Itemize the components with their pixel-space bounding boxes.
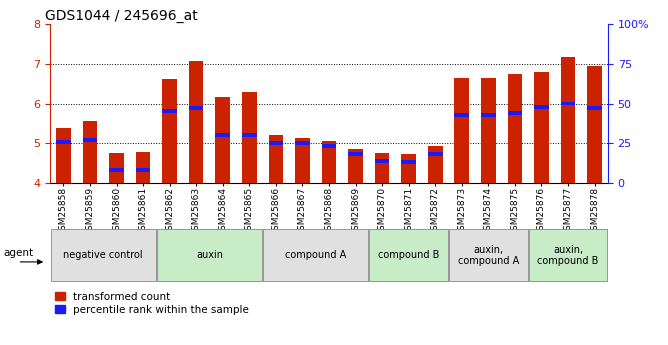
Bar [83, 121, 98, 183]
Text: auxin,
compound B: auxin, compound B [537, 245, 599, 266]
Bar [348, 149, 363, 183]
Bar [322, 144, 336, 148]
Bar [322, 141, 336, 183]
Bar [216, 97, 230, 183]
Bar [162, 109, 177, 114]
Bar [162, 79, 177, 183]
Text: negative control: negative control [63, 250, 143, 260]
Text: GDS1044 / 245696_at: GDS1044 / 245696_at [45, 9, 197, 23]
Text: auxin,
compound A: auxin, compound A [458, 245, 519, 266]
Bar [56, 140, 71, 144]
Bar [216, 133, 230, 137]
Bar [51, 229, 156, 281]
Bar [534, 105, 549, 109]
Bar [136, 168, 150, 172]
Bar [401, 154, 416, 183]
Bar [295, 141, 310, 145]
Bar [269, 135, 283, 183]
Bar [136, 152, 150, 183]
Bar [560, 101, 575, 106]
Bar [454, 112, 469, 117]
Bar [83, 138, 98, 142]
Text: compound A: compound A [285, 250, 346, 260]
Bar [157, 229, 262, 281]
Bar [508, 74, 522, 183]
Bar [375, 159, 389, 162]
Bar [189, 61, 204, 183]
Bar [295, 138, 310, 183]
Bar [529, 229, 607, 281]
Text: auxin: auxin [196, 250, 223, 260]
Text: agent: agent [3, 248, 33, 257]
Bar [242, 133, 257, 137]
Legend: transformed count, percentile rank within the sample: transformed count, percentile rank withi… [55, 292, 249, 315]
Bar [189, 106, 204, 110]
Bar [508, 111, 522, 115]
Bar [375, 153, 389, 183]
Bar [401, 160, 416, 164]
Bar [269, 141, 283, 145]
Bar [109, 153, 124, 183]
Bar [369, 229, 448, 281]
Bar [56, 128, 71, 183]
Bar [348, 152, 363, 156]
Bar [428, 146, 442, 183]
Bar [449, 229, 528, 281]
Bar [109, 168, 124, 172]
Bar [242, 92, 257, 183]
Text: compound B: compound B [378, 250, 440, 260]
Bar [481, 78, 496, 183]
Bar [560, 57, 575, 183]
Bar [534, 72, 549, 183]
Bar [428, 152, 442, 156]
Bar [481, 112, 496, 117]
Bar [454, 78, 469, 183]
Bar [263, 229, 368, 281]
Bar [587, 66, 602, 183]
Bar [587, 106, 602, 110]
